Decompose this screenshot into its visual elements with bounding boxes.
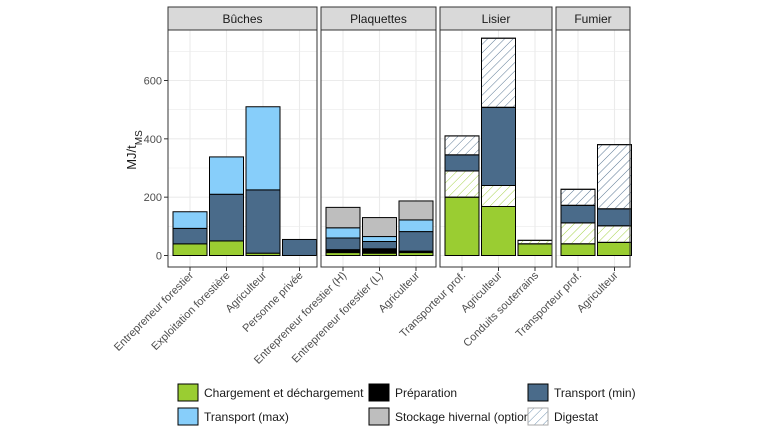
bar-segment-tmin — [209, 193, 244, 242]
bar-segment-charge — [517, 243, 553, 256]
bar-segment-hatch-overlay — [481, 185, 516, 207]
bar-segment-hatch-overlay — [444, 170, 480, 198]
y-axis-title-main: MJ/t — [124, 145, 139, 170]
legend-item-stock: Stockage hivernal (optionel) — [368, 407, 544, 426]
bar-stack — [209, 156, 244, 257]
bar-segment-tmax — [362, 236, 397, 243]
bar-segment-hatch-overlay — [597, 225, 632, 243]
legend-swatch — [527, 407, 549, 426]
bar-segment-charge — [172, 243, 208, 256]
bar-segment-hatch-overlay — [560, 222, 596, 245]
legend-label: Transport (min) — [554, 386, 636, 400]
bar-segment-charge — [481, 206, 516, 256]
bar-segment-tmax — [398, 219, 434, 233]
legend-item-charge: Chargement et déchargement — [177, 383, 364, 402]
bar-segment-charge — [597, 241, 632, 256]
legend-item-digestat: Digestat — [527, 407, 599, 426]
bar-stack — [560, 188, 596, 256]
bar-segment-charge — [444, 196, 480, 257]
bar-stack — [325, 206, 361, 256]
facet-title: Plaquettes — [350, 12, 407, 26]
bar-segment-tmin — [172, 227, 208, 245]
y-tick-label: 0 — [156, 251, 162, 263]
panel-border — [555, 29, 631, 268]
legend-swatch — [368, 383, 390, 402]
facet-title: Fumier — [574, 12, 611, 26]
legend-label: Chargement et déchargement — [204, 386, 364, 400]
bar-segment-tmax — [325, 227, 361, 239]
bar-stack — [444, 135, 480, 257]
y-axis-title-sub: MS — [134, 130, 145, 145]
bar-segment-stock — [398, 200, 434, 221]
legend-swatch — [177, 383, 199, 402]
legend-label: Transport (max) — [204, 410, 289, 424]
bar-stack — [597, 144, 632, 256]
panel-border — [439, 29, 553, 268]
y-tick-label: 600 — [144, 76, 162, 88]
y-axis-title: MJ/tMS — [124, 130, 145, 170]
y-tick-label: 200 — [144, 192, 162, 204]
y-tick-label: 400 — [144, 134, 162, 146]
legend-label: Digestat — [554, 410, 599, 424]
bar-segment-tmin — [245, 189, 281, 254]
bar-segment-hatch-overlay — [597, 144, 632, 210]
legend-item-tmin: Transport (min) — [527, 383, 636, 402]
panel-border — [167, 29, 318, 268]
bar-stack — [172, 211, 208, 256]
bar-segment-tmin — [362, 241, 397, 250]
bar-stack — [481, 37, 516, 256]
bar-segment-tmin — [444, 154, 480, 172]
bar-segment-tmin — [597, 208, 632, 227]
bar-stack — [398, 200, 434, 256]
panel-border — [320, 29, 437, 268]
bar-stack — [517, 239, 553, 256]
bar-segment-stock — [325, 206, 361, 229]
bar-stack — [245, 106, 281, 257]
bar-segment-hatch-overlay — [560, 188, 596, 206]
legend-label: Stockage hivernal (optionel) — [395, 410, 544, 424]
legend-item-prep: Préparation — [368, 383, 457, 402]
legend-swatch — [177, 407, 199, 426]
bar-segment-tmin — [481, 106, 516, 186]
bar-segment-tmin — [398, 231, 434, 252]
bar-segment-tmax — [172, 211, 208, 229]
bar-segment-tmax — [209, 156, 244, 195]
bar-segment-prep — [362, 248, 397, 254]
legend-label: Préparation — [395, 386, 457, 400]
legend-item-tmax: Transport (max) — [177, 407, 289, 426]
bar-stack — [362, 217, 397, 257]
facet-title: Lisier — [482, 12, 511, 26]
facet-title: Bûches — [222, 12, 262, 26]
bar-segment-charge — [209, 240, 244, 257]
bar-segment-tmax — [245, 106, 281, 191]
bar-stack — [282, 238, 317, 256]
bar-segment-hatch-overlay — [517, 239, 553, 245]
bar-segment-tmin — [560, 204, 596, 224]
bar-segment-hatch-overlay — [444, 135, 480, 156]
bar-segment-charge — [560, 243, 596, 256]
legend-swatch — [368, 407, 390, 426]
bar-segment-hatch-overlay — [481, 37, 516, 108]
bar-segment-tmin — [325, 237, 361, 251]
bar-segment-stock — [362, 217, 397, 238]
bar-segment-tmin — [282, 238, 317, 256]
legend: Chargement et déchargement Préparation Tra… — [177, 383, 636, 426]
legend-swatch — [527, 383, 549, 402]
